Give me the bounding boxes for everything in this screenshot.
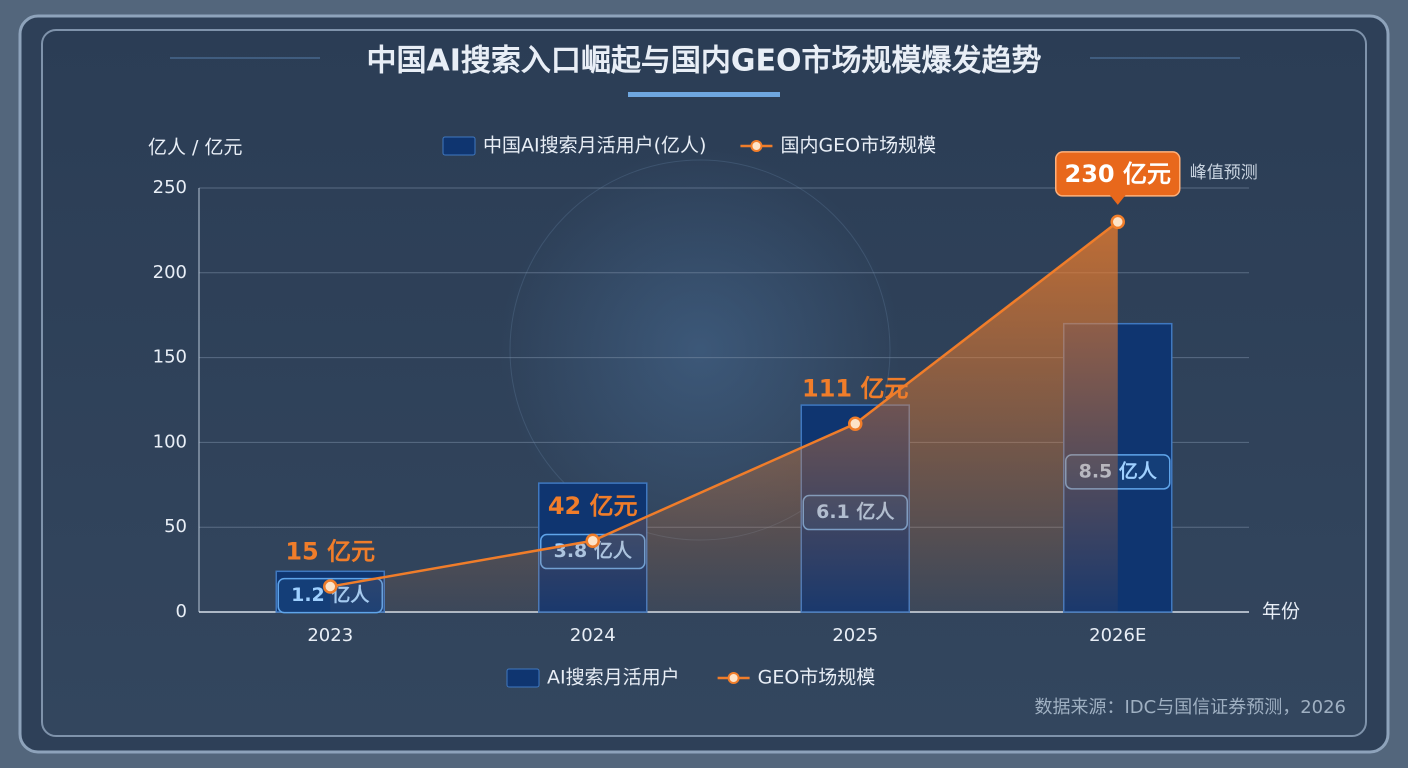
x-tick-label: 2025: [832, 625, 878, 646]
y-tick-label: 50: [164, 516, 187, 537]
y-tick-label: 0: [176, 601, 187, 622]
line-point: [848, 416, 863, 431]
x-tick-label: 2023: [307, 625, 353, 646]
y-tick-label: 150: [153, 347, 187, 368]
annotation: 峰值预测: [1190, 163, 1258, 183]
line-point: [585, 533, 600, 549]
chart-title: 中国AI搜索入口崛起与国内GEO市场规模爆发趋势: [367, 44, 1042, 79]
y-tick-label: 100: [153, 431, 187, 452]
line-value-label: 230 亿元: [1065, 160, 1171, 188]
y-axis-label: 亿人 / 亿元: [148, 137, 242, 159]
x-tick-label: 2026E: [1089, 625, 1146, 646]
source-note: 数据来源：IDC与国信证券预测，2026: [1034, 697, 1346, 718]
legend-swatch: [750, 140, 763, 152]
line-point: [1110, 214, 1125, 230]
line-value-label: 42 亿元: [548, 492, 638, 520]
y-tick-label: 250: [153, 177, 187, 198]
legend-label: 中国AI搜索月活用户(亿人): [483, 135, 706, 157]
line-value-label: 15 亿元: [285, 538, 375, 566]
y-tick-label: 200: [153, 262, 187, 283]
x-tick-label: 2024: [570, 625, 616, 646]
legend-label: AI搜索月活用户: [547, 667, 680, 689]
legend-swatch: [506, 668, 540, 688]
x-axis-label: 年份: [1262, 601, 1300, 623]
legend-swatch: [727, 672, 740, 684]
legend-swatch: [442, 136, 476, 156]
line-point: [323, 579, 338, 594]
area: [330, 221, 1118, 613]
line-value-label: 111 亿元: [802, 375, 908, 403]
legend-label: 国内GEO市场规模: [780, 135, 936, 157]
peak-label-pointer: [1109, 194, 1126, 205]
title-underline: [628, 92, 780, 97]
line: [330, 220, 1119, 588]
legend-label: GEO市场规模: [758, 667, 876, 689]
